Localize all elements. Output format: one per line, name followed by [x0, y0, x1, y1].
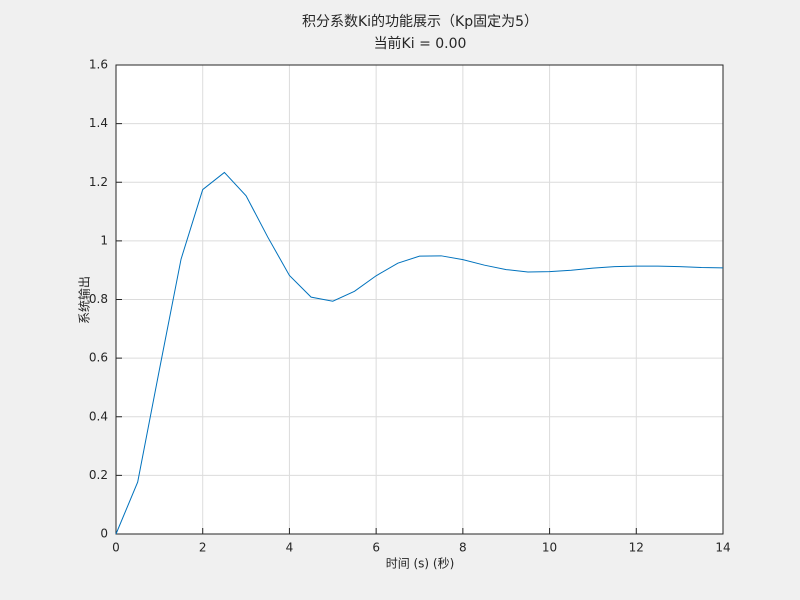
- y-tick-label: 0.6: [89, 351, 108, 365]
- y-tick-label: 1.4: [89, 116, 108, 130]
- x-tick-label: 12: [629, 541, 644, 555]
- x-tick-label: 14: [715, 541, 730, 555]
- x-axis-label: 时间 (s) (秒): [386, 557, 455, 571]
- axes-box: [115, 64, 724, 535]
- x-tick-label: 8: [459, 541, 467, 555]
- x-tick-label: 2: [199, 541, 207, 555]
- x-tick-label: 4: [286, 541, 294, 555]
- y-tick-label: 0.8: [89, 292, 108, 306]
- x-tick-label: 6: [372, 541, 380, 555]
- y-tick-label: 1.2: [89, 175, 108, 189]
- x-tick-label: 10: [542, 541, 557, 555]
- y-tick-label: 1: [100, 233, 108, 247]
- y-axis-label: 系统输出: [77, 276, 92, 324]
- chart-subtitle: 当前Ki = 0.00: [374, 35, 467, 52]
- y-tick-label: 0.4: [89, 409, 108, 423]
- y-tick-label: 1.6: [89, 58, 108, 72]
- x-tick-label: 0: [112, 541, 120, 555]
- y-tick-label: 0.2: [89, 468, 108, 482]
- y-tick-label: 0: [100, 527, 108, 541]
- line-series: [115, 171, 724, 535]
- chart-title: 积分系数Ki的功能展示（Kp固定为5）: [302, 14, 538, 30]
